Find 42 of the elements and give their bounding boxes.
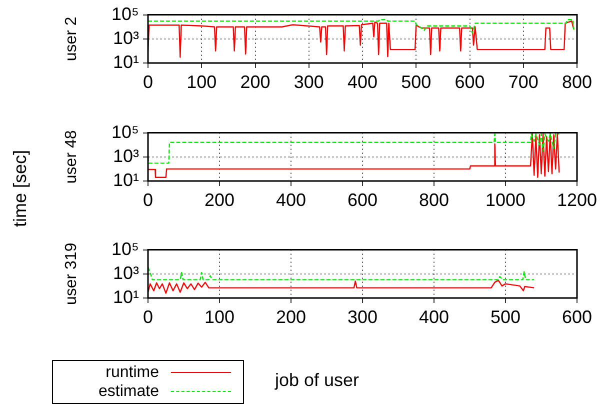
y-axis-title: user 48 bbox=[63, 130, 80, 184]
x-axis-title: job of user bbox=[275, 370, 360, 391]
x-tick-label: 400 bbox=[418, 306, 450, 327]
y-tick-label: 10³ bbox=[112, 262, 140, 283]
x-tick-label: 400 bbox=[276, 190, 306, 210]
x-tick-label: 500 bbox=[401, 72, 432, 92]
line-series bbox=[148, 266, 535, 280]
y-tick-label: 10¹ bbox=[112, 286, 140, 307]
y-tick-label: 10⁵ bbox=[112, 4, 139, 24]
x-tick-label: 200 bbox=[276, 306, 306, 327]
x-tick-label: 1000 bbox=[485, 190, 526, 210]
x-tick-label: 0 bbox=[142, 72, 154, 92]
y-tick-label: 10¹ bbox=[112, 170, 140, 190]
text: time [sec] bbox=[10, 150, 32, 228]
x-tick-label: 400 bbox=[347, 72, 378, 92]
x-tick-label: 1200 bbox=[556, 190, 598, 210]
x-tick-label: 0 bbox=[142, 190, 154, 210]
x-tick-label: 600 bbox=[454, 72, 485, 92]
x-tick-label: 200 bbox=[204, 190, 235, 210]
line-series bbox=[148, 18, 574, 34]
x-tick-label: 800 bbox=[418, 190, 450, 210]
y-tick-label: 10¹ bbox=[112, 52, 140, 72]
x-tick-label: 300 bbox=[294, 72, 324, 92]
x-tick-label: 600 bbox=[347, 190, 378, 210]
x-tick-label: 0 bbox=[142, 306, 154, 327]
y-tick-label: 10⁵ bbox=[112, 122, 139, 142]
x-tick-label: 700 bbox=[508, 72, 538, 92]
y-axis-title: user 2 bbox=[63, 16, 80, 62]
y-tick-label: 10³ bbox=[112, 146, 140, 166]
legend-label: runtime bbox=[106, 364, 159, 382]
y-axis-title: user 319 bbox=[63, 242, 80, 306]
line-series bbox=[148, 133, 560, 164]
y-tick-label: 10⁵ bbox=[112, 238, 139, 259]
x-tick-label: 800 bbox=[562, 72, 592, 92]
x-tick-label: 100 bbox=[204, 306, 235, 327]
x-tick-label: 300 bbox=[347, 306, 378, 327]
x-tick-label: 600 bbox=[562, 306, 592, 327]
x-tick-label: 500 bbox=[490, 306, 521, 327]
x-tick-label: 200 bbox=[240, 72, 270, 92]
y-tick-label: 10³ bbox=[112, 28, 140, 48]
x-tick-label: 100 bbox=[186, 72, 217, 92]
legend-label: estimate bbox=[98, 382, 159, 400]
